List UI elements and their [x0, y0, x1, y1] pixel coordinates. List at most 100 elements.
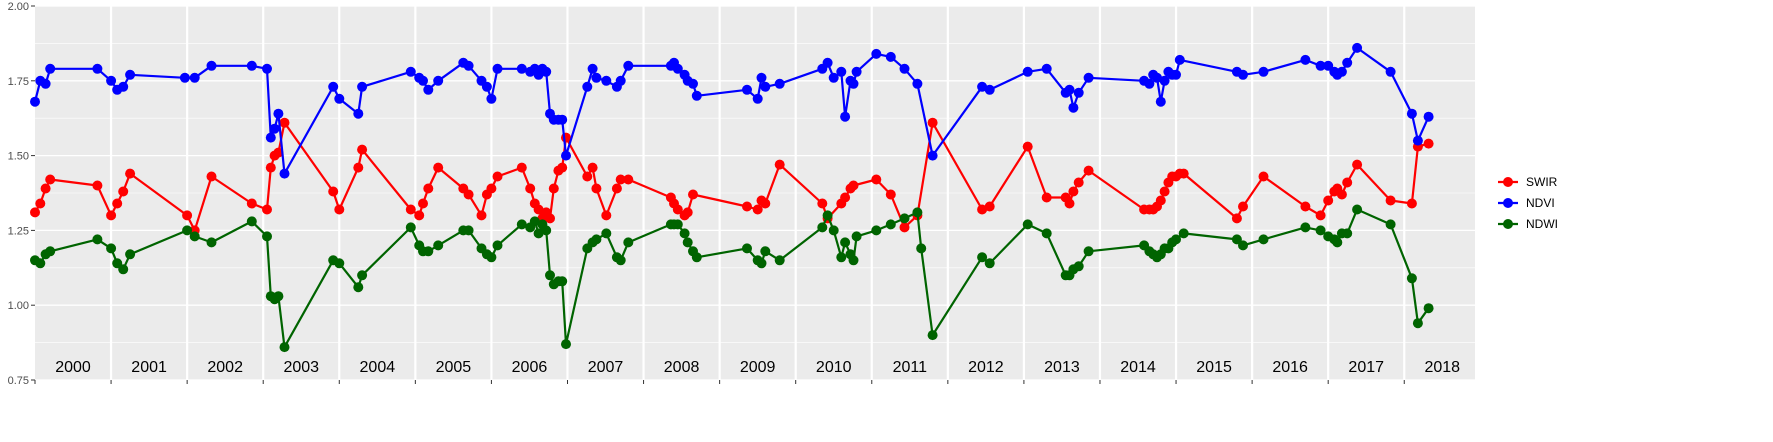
data-point-ndvi	[871, 48, 882, 59]
data-point-ndwi	[691, 252, 702, 263]
data-point-ndvi	[851, 66, 862, 77]
data-point-ndwi	[273, 291, 284, 302]
data-point-ndwi	[492, 240, 503, 251]
data-point-ndwi	[1238, 240, 1248, 251]
data-point-swir	[1238, 201, 1248, 212]
data-point-ndwi	[591, 234, 602, 245]
data-point-swir	[848, 180, 859, 191]
data-point-ndvi	[822, 57, 833, 68]
year-label: 2003	[283, 359, 319, 376]
data-point-swir	[977, 204, 988, 215]
year-label: 2005	[436, 359, 472, 376]
y-tick-label: 0.75	[8, 375, 29, 387]
legend-key-point	[1503, 198, 1513, 208]
data-point-ndwi	[742, 243, 752, 254]
data-point-ndvi	[836, 66, 847, 77]
data-point-ndwi	[423, 246, 434, 257]
data-point-swir	[582, 171, 593, 182]
data-point-swir	[1178, 168, 1189, 179]
data-point-ndwi	[1423, 303, 1434, 314]
data-point-ndwi	[106, 243, 117, 254]
data-point-swir	[92, 180, 103, 191]
data-point-swir	[206, 171, 217, 182]
data-point-ndwi	[533, 228, 544, 239]
data-point-swir	[1323, 195, 1334, 206]
data-point-ndvi	[587, 63, 598, 74]
data-point-swir	[611, 183, 622, 194]
data-point-swir	[682, 207, 693, 218]
data-point-swir	[30, 207, 40, 218]
data-point-ndvi	[623, 60, 634, 71]
data-point-swir	[418, 198, 428, 209]
data-point-swir	[1073, 177, 1084, 188]
data-point-swir	[840, 192, 851, 203]
data-point-ndvi	[118, 81, 129, 92]
data-point-ndvi	[1022, 66, 1033, 77]
data-point-ndvi	[1352, 42, 1363, 53]
data-point-ndvi	[840, 111, 851, 122]
data-point-ndwi	[679, 228, 690, 239]
data-point-ndvi	[1144, 78, 1155, 89]
data-point-swir	[774, 159, 785, 170]
year-label: 2004	[360, 359, 396, 376]
data-point-swir	[433, 162, 444, 173]
data-point-swir	[591, 183, 602, 194]
data-point-ndwi	[822, 210, 833, 221]
data-point-ndwi	[279, 342, 290, 353]
data-point-ndvi	[328, 81, 339, 92]
data-point-ndwi	[353, 282, 364, 293]
data-point-ndwi	[828, 225, 839, 236]
data-point-swir	[557, 162, 568, 173]
data-point-swir	[1385, 195, 1396, 206]
data-point-swir	[1406, 198, 1417, 209]
data-point-ndvi	[1342, 57, 1353, 68]
data-point-ndvi	[615, 75, 626, 86]
data-point-swir	[587, 162, 598, 173]
data-point-ndvi	[106, 75, 117, 86]
data-point-swir	[1159, 186, 1170, 197]
data-point-ndwi	[206, 237, 217, 248]
data-point-swir	[760, 198, 771, 209]
data-point-ndvi	[357, 81, 368, 92]
data-point-ndwi	[1083, 246, 1094, 257]
data-point-ndvi	[1336, 66, 1347, 77]
data-point-ndwi	[1073, 261, 1084, 272]
data-point-swir	[1231, 213, 1242, 224]
data-point-ndwi	[405, 222, 416, 233]
legend-label: SWIR	[1526, 175, 1558, 189]
data-point-swir	[984, 201, 995, 212]
data-point-swir	[492, 171, 503, 182]
year-label: 2008	[664, 359, 700, 376]
data-point-swir	[265, 162, 276, 173]
data-point-ndwi	[561, 339, 571, 350]
data-point-ndvi	[591, 72, 602, 83]
series-ndwi	[30, 204, 1434, 353]
data-point-ndwi	[1332, 237, 1343, 248]
data-point-swir	[516, 162, 527, 173]
data-point-ndvi	[492, 63, 503, 74]
data-point-ndwi	[672, 219, 683, 230]
year-label: 2014	[1120, 359, 1156, 376]
data-point-ndvi	[899, 63, 910, 74]
data-point-swir	[334, 204, 345, 215]
data-point-ndvi	[265, 132, 276, 143]
data-point-ndwi	[1022, 219, 1033, 230]
data-point-swir	[1258, 171, 1269, 182]
data-point-ndwi	[246, 216, 257, 227]
y-tick-label: 2.00	[8, 1, 29, 13]
data-point-ndvi	[691, 90, 702, 101]
data-point-ndvi	[189, 72, 200, 83]
year-label: 2001	[131, 359, 167, 376]
year-label: 2009	[740, 359, 776, 376]
data-point-ndwi	[851, 231, 862, 242]
data-point-swir	[182, 210, 193, 221]
data-point-ndwi	[817, 222, 828, 233]
data-point-swir	[262, 204, 272, 215]
data-point-swir	[112, 198, 123, 209]
data-point-swir	[672, 204, 683, 215]
data-point-ndvi	[1159, 75, 1170, 86]
data-point-ndwi	[357, 270, 368, 281]
data-point-swir	[1300, 201, 1311, 212]
year-label: 2015	[1196, 359, 1232, 376]
data-point-ndvi	[418, 75, 428, 86]
